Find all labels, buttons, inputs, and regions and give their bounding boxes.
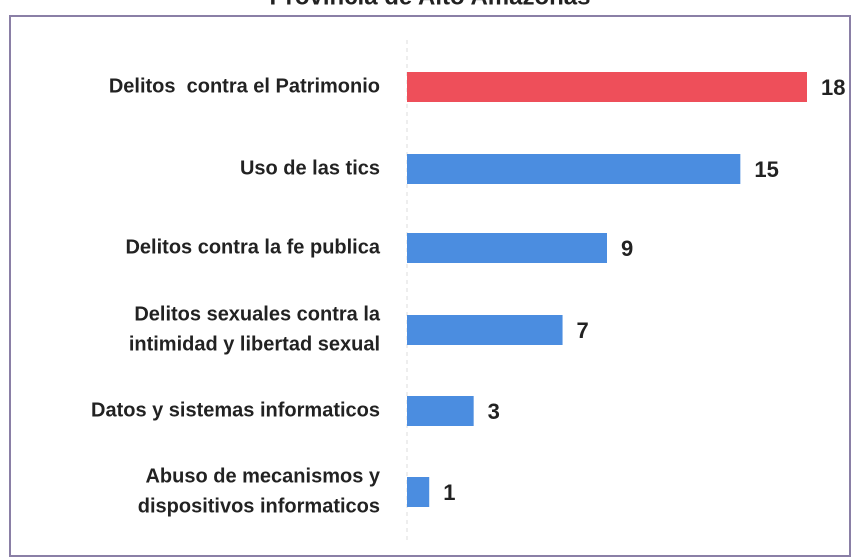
category-label: Delitos sexuales contra la <box>134 303 381 325</box>
value-label: 15 <box>754 157 778 182</box>
bar <box>407 72 807 102</box>
category-label: Uso de las tics <box>240 157 380 179</box>
chart-frame <box>9 15 851 557</box>
value-label: 7 <box>577 318 589 343</box>
chart-title: Provincia de Alto Amazonas <box>270 0 591 10</box>
bar <box>407 233 607 263</box>
category-label: Delitos contra la fe publica <box>125 236 380 258</box>
bar <box>407 396 474 426</box>
category-label: intimidad y libertad sexual <box>129 333 380 355</box>
value-label: 1 <box>443 480 455 505</box>
bar <box>407 315 563 345</box>
category-label: dispositivos informaticos <box>138 495 380 517</box>
value-label: 9 <box>621 236 633 261</box>
bar <box>407 477 430 507</box>
value-label: 18 <box>821 75 845 100</box>
value-label: 3 <box>488 399 500 424</box>
bar <box>407 154 741 184</box>
title-background <box>200 0 660 14</box>
category-label: Datos y sistemas informaticos <box>91 399 380 421</box>
category-label: Abuso de mecanismos y <box>145 465 380 487</box>
category-label: Delitos contra el Patrimonio <box>109 75 380 97</box>
